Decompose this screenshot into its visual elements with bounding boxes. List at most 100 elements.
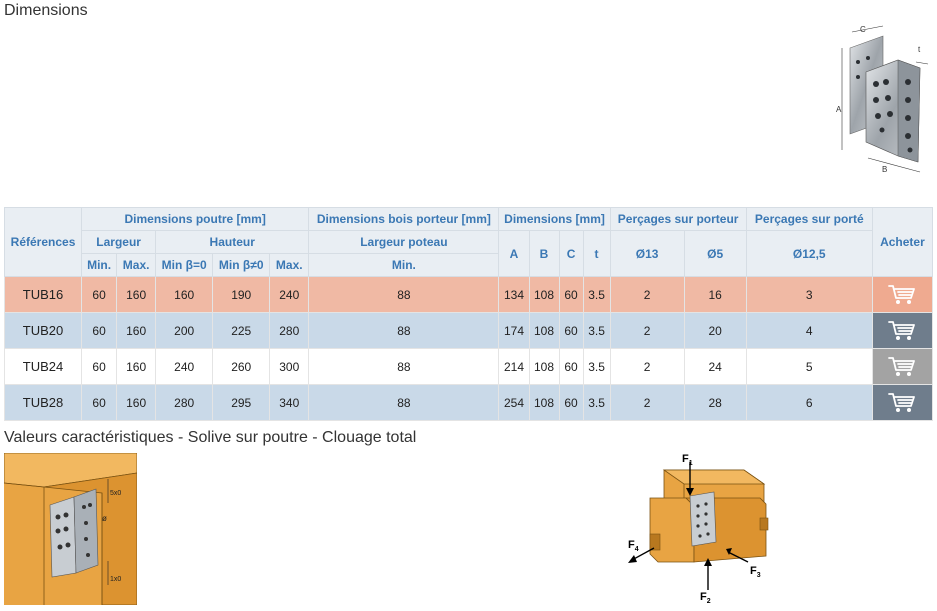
- cell-hauteur-min-b0: 160: [155, 276, 214, 313]
- dim-label-a: A: [836, 105, 842, 114]
- cell-hauteur-max: 300: [269, 348, 310, 385]
- cell-largeur-min: 60: [81, 384, 118, 421]
- header-hauteur-min-b0: Min β=0: [155, 253, 214, 277]
- cell-dim-b: 108: [528, 312, 560, 349]
- header-percages-porteur: Perçages sur porteur: [609, 207, 747, 231]
- cell-largeur-max: 160: [116, 384, 157, 421]
- force-label-f2: F: [700, 591, 707, 603]
- header-hauteur-min-bn0: Min β≠0: [212, 253, 271, 277]
- cell-dim-b: 108: [528, 384, 560, 421]
- force-label-f2-sub: 2: [707, 598, 711, 605]
- dimensions-title: Dimensions: [4, 2, 88, 19]
- cell-dim-c: 60: [558, 276, 584, 313]
- force-label-f1-sub: 1: [689, 460, 693, 467]
- cell-percage-d13: 2: [609, 384, 685, 421]
- svg-text:F3: F3: [750, 565, 761, 579]
- table-row: TUB16 60 160 160 190 240 88 134 108 60 3.5 2 16 3: [3, 276, 934, 313]
- cell-dim-t: 3.5: [582, 384, 611, 421]
- cell-hauteur-min-b0: 240: [155, 348, 214, 385]
- header-b: B: [528, 230, 560, 277]
- header-d13: Ø13: [609, 230, 685, 277]
- svg-text:F1: F1: [682, 453, 693, 467]
- table-row: TUB20 60 160 200 225 280 88 174 108 60 3.5 2 20 4: [3, 312, 934, 349]
- cell-dim-c: 60: [558, 348, 584, 385]
- cell-percage-d5: 24: [683, 348, 747, 385]
- cell-percage-d125: 3: [745, 276, 873, 313]
- cell-largeur-min: 60: [81, 348, 118, 385]
- header-largeur-min: Min.: [81, 253, 118, 277]
- cell-largeur-max: 160: [116, 312, 157, 349]
- header-largeur-poteau: Largeur poteau: [308, 230, 500, 254]
- cell-dim-t: 3.5: [582, 348, 611, 385]
- header-a: A: [498, 230, 530, 277]
- buy-button[interactable]: [872, 313, 932, 348]
- cell-dim-t: 3.5: [582, 312, 611, 349]
- cell-poteau-min: 88: [308, 348, 500, 385]
- cell-dim-a: 214: [498, 348, 530, 385]
- header-d5: Ø5: [683, 230, 747, 277]
- dimensions-table: Références Dimensions poutre [mm] Dimens…: [3, 207, 934, 421]
- table-row: TUB24 60 160 240 260 300 88 214 108 60 3.5 2 24 5: [3, 348, 934, 385]
- force-label-f4: F: [628, 539, 635, 551]
- cell-reference: TUB20: [3, 312, 83, 349]
- cell-poteau-min: 88: [308, 384, 500, 421]
- solive-label-middle: ø: [102, 514, 107, 523]
- cell-reference: TUB28: [3, 384, 83, 421]
- dim-label-t: t: [918, 45, 921, 54]
- force-label-f3-sub: 3: [757, 572, 761, 579]
- header-percages-porte: Perçages sur porté: [745, 207, 873, 231]
- force-label-f1: F: [682, 453, 689, 465]
- header-largeur: Largeur: [81, 230, 157, 254]
- shopping-cart-icon: [888, 356, 916, 376]
- buy-button[interactable]: [872, 349, 932, 384]
- cell-poteau-min: 88: [308, 312, 500, 349]
- values-title: Valeurs caractéristiques - Solive sur po…: [4, 429, 417, 446]
- cell-acheter: [871, 276, 934, 313]
- svg-text:F4: F4: [628, 539, 639, 553]
- table-row: TUB28 60 160 280 295 340 88 254 108 60 3.5 2 28 6: [3, 384, 934, 421]
- dim-label-c: C: [860, 25, 866, 34]
- buy-button[interactable]: [872, 385, 932, 420]
- header-d125: Ø12,5: [745, 230, 873, 277]
- svg-text:F2: F2: [700, 591, 711, 605]
- cell-dim-c: 60: [558, 312, 584, 349]
- cell-hauteur-max: 280: [269, 312, 310, 349]
- cell-dim-a: 174: [498, 312, 530, 349]
- solive-label-bottom: 1x0: [110, 576, 121, 583]
- header-largeur-max: Max.: [116, 253, 157, 277]
- cell-percage-d13: 2: [609, 312, 685, 349]
- cell-hauteur-min-b0: 280: [155, 384, 214, 421]
- cell-reference: TUB24: [3, 348, 83, 385]
- cell-percage-d5: 28: [683, 384, 747, 421]
- cell-dim-b: 108: [528, 348, 560, 385]
- header-dim-bois: Dimensions bois porteur [mm]: [308, 207, 500, 231]
- solive-installation-image: 5x0 ø 1x0: [4, 453, 137, 605]
- solive-label-top: 5x0: [110, 490, 121, 497]
- cell-percage-d13: 2: [609, 348, 685, 385]
- cell-hauteur-min-bn0: 190: [212, 276, 271, 313]
- header-dimensions: Dimensions [mm]: [498, 207, 611, 231]
- header-dim-poutre: Dimensions poutre [mm]: [81, 207, 310, 231]
- cell-acheter: [871, 312, 934, 349]
- cell-percage-d125: 5: [745, 348, 873, 385]
- header-references: Références: [3, 207, 83, 277]
- force-diagram: F1 F2 F3 F4: [628, 453, 769, 605]
- cell-hauteur-min-bn0: 225: [212, 312, 271, 349]
- header-poteau-min: Min.: [308, 253, 500, 277]
- cell-largeur-max: 160: [116, 276, 157, 313]
- dim-label-b: B: [882, 165, 887, 174]
- shopping-cart-icon: [888, 320, 916, 340]
- cell-dim-t: 3.5: [582, 276, 611, 313]
- cell-percage-d125: 6: [745, 384, 873, 421]
- buy-button[interactable]: [872, 277, 932, 312]
- cell-largeur-max: 160: [116, 348, 157, 385]
- cell-percage-d13: 2: [609, 276, 685, 313]
- force-label-f3: F: [750, 565, 757, 577]
- cell-percage-d5: 16: [683, 276, 747, 313]
- cell-reference: TUB16: [3, 276, 83, 313]
- cell-hauteur-max: 340: [269, 384, 310, 421]
- header-hauteur: Hauteur: [155, 230, 310, 254]
- cell-dim-a: 134: [498, 276, 530, 313]
- header-acheter: Acheter: [871, 207, 934, 277]
- shopping-cart-icon: [888, 392, 916, 412]
